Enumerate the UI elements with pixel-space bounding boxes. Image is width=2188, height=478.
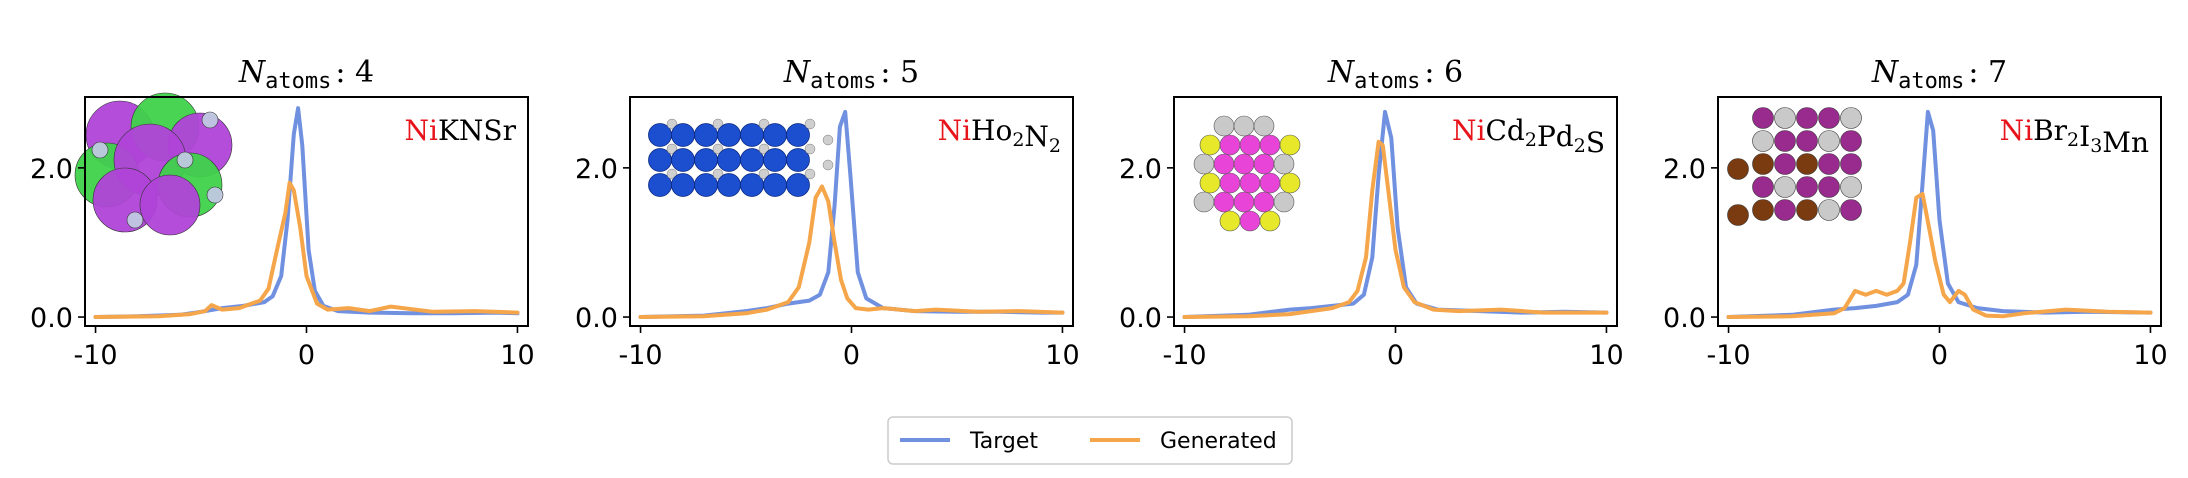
y-tick-label: 0.0 bbox=[575, 303, 618, 334]
formula-label: NiBr2I3Mn bbox=[2000, 114, 2149, 159]
panel-title: Natoms: 4 bbox=[238, 55, 374, 94]
panel-title: Natoms: 7 bbox=[1871, 55, 2007, 94]
formula-label: NiKNSr bbox=[405, 114, 517, 147]
generated-curve bbox=[1182, 139, 1609, 319]
legend-generated-label: Generated bbox=[1160, 429, 1277, 454]
x-tick-label: 10 bbox=[500, 340, 534, 371]
x-tick-label: -10 bbox=[73, 340, 117, 371]
formula-label: NiHo2N2 bbox=[938, 114, 1061, 157]
x-tick-label: 0 bbox=[1931, 340, 1948, 371]
target-curve bbox=[93, 106, 520, 319]
y-tick-label: 0.0 bbox=[1663, 303, 1706, 334]
y-tick-label: 2.0 bbox=[575, 154, 618, 185]
generated-curve bbox=[93, 180, 520, 319]
generated-curve bbox=[638, 184, 1065, 319]
chart-panel-4: Natoms: 7 NiBr2I3Mn -10 0 10 0.0 2.0 bbox=[1663, 55, 2168, 371]
x-tick-label: 10 bbox=[2133, 340, 2167, 371]
panel-title: Natoms: 5 bbox=[783, 55, 919, 94]
chart-panel-3: Natoms: 6 NiCd2Pd2S -10 0 10 0.0 2.0 bbox=[1119, 55, 1624, 371]
y-tick-label: 2.0 bbox=[1119, 154, 1162, 185]
x-tick-label: 0 bbox=[1387, 340, 1404, 371]
x-tick-label: 10 bbox=[1589, 340, 1623, 371]
x-tick-label: -10 bbox=[618, 340, 662, 371]
chart-panel-2: Natoms: 5 NiHo2N2 -10 0 10 0.0 2.0 bbox=[575, 55, 1080, 371]
crystal-structure-Br-I-Mn-icon bbox=[1727, 107, 1862, 226]
x-tick-label: 0 bbox=[843, 340, 860, 371]
legend-target-label: Target bbox=[969, 429, 1038, 454]
crystal-structure-Cd-Pd-S-icon bbox=[1193, 115, 1301, 232]
legend: Target Generated bbox=[887, 416, 1293, 465]
chart-panel-1: Natoms: 4 NiKNSr -10 0 10 0.0 2.0 bbox=[30, 55, 535, 371]
panel-title: Natoms: 6 bbox=[1327, 55, 1463, 94]
y-tick-label: 0.0 bbox=[30, 303, 73, 334]
x-tick-label: 10 bbox=[1045, 340, 1079, 371]
x-tick-label: -10 bbox=[1706, 340, 1750, 371]
y-tick-label: 2.0 bbox=[1663, 154, 1706, 185]
generated-curve bbox=[1726, 192, 2153, 319]
formula-label: NiCd2Pd2S bbox=[1452, 114, 1605, 159]
target-curve bbox=[1726, 109, 2153, 319]
y-tick-label: 2.0 bbox=[30, 154, 73, 185]
x-tick-label: -10 bbox=[1162, 340, 1206, 371]
crystal-structure-K-Na-Sr-icon bbox=[74, 92, 233, 236]
y-tick-label: 0.0 bbox=[1119, 303, 1162, 334]
crystal-structure-Ho-N-icon bbox=[648, 118, 834, 197]
x-tick-label: 0 bbox=[298, 340, 315, 371]
